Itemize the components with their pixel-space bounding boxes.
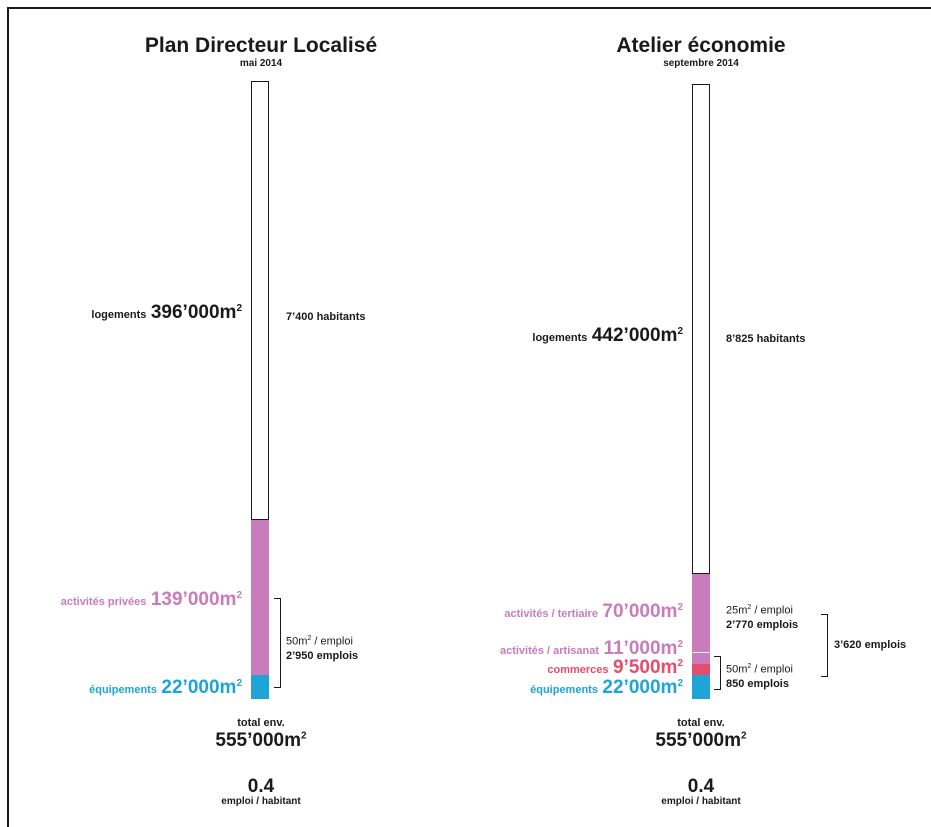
chart-2-total-emplois-text: 3’620 emplois xyxy=(834,639,907,651)
unit-superscript: 2 xyxy=(236,302,242,314)
chart-2-total-bracket xyxy=(821,614,828,677)
chart-2-tertiaire-value: 70’000m xyxy=(602,601,678,622)
chart-1-habitants: 7’400 habitants xyxy=(286,310,365,324)
chart-2-other-note: 50m2 / emploi 850 emplois xyxy=(726,660,793,691)
chart-2-subtitle: septembre 2014 xyxy=(663,58,739,69)
chart-2-total-emplois: 3’620 emplois xyxy=(834,638,906,652)
chart-1-emploi-ratio: 0.4 emploi / habitant xyxy=(161,776,361,807)
unit-superscript: 2 xyxy=(677,657,683,669)
chart-2-emploi-ratio: 0.4 emploi / habitant xyxy=(601,776,801,807)
chart-2-equipements-name: équipements xyxy=(530,684,598,696)
chart-2-total-value: 555’000m xyxy=(655,730,741,751)
chart-1-label-logements: logements 396’000m2 xyxy=(91,302,242,324)
chart-2-total: total env. 555’000m2 xyxy=(601,717,801,752)
unit-superscript: 2 xyxy=(236,677,242,689)
chart-1-subtitle: mai 2014 xyxy=(239,58,283,69)
chart-1-total-caption: total env. xyxy=(237,717,285,729)
chart-1-equipements-name: équipements xyxy=(89,684,157,696)
chart-2-label-commerces: commerces 9’500m2 xyxy=(547,657,683,679)
unit-superscript: 2 xyxy=(677,638,683,650)
chart-2-segment-4 xyxy=(692,674,710,699)
chart-2-commerces-value: 9’500m xyxy=(612,657,678,678)
chart-2-other-bracket xyxy=(714,656,721,690)
chart-1-label-equipements: équipements 22’000m2 xyxy=(89,677,242,699)
chart-2-ratio-caption: emploi / habitant xyxy=(661,796,741,807)
unit-superscript: 2 xyxy=(747,663,752,670)
chart-2-label-artisanat: activités / artisanat 11’000m2 xyxy=(500,638,683,660)
chart-2-tertiaire-ratio: 25m xyxy=(726,604,748,617)
chart-2-logements-value: 442’000m xyxy=(591,325,678,346)
chart-1-emplois-note: 50m2 / emploi 2’950 emplois xyxy=(286,632,358,663)
chart-1-ratio-caption: emploi / habitant xyxy=(221,796,301,807)
chart-1-emplois: 2’950 emplois xyxy=(286,649,359,662)
chart-1-ratio-unit: / emploi xyxy=(311,635,353,648)
unit-superscript: 2 xyxy=(747,604,752,611)
chart-1-segment-1 xyxy=(251,520,269,675)
unit-superscript: 2 xyxy=(677,677,683,689)
chart-1-total-value: 555’000m xyxy=(215,730,301,751)
chart-2-ratio-number: 0.4 xyxy=(687,776,715,797)
chart-2-tertiaire-note: 25m2 / emploi 2’770 emplois xyxy=(726,601,798,632)
chart-1-ratio-number: 0.4 xyxy=(247,776,275,797)
chart-2-habitants-text: 8’825 habitants xyxy=(726,333,806,345)
unit-superscript: 2 xyxy=(677,325,683,337)
chart-1-logements-value: 396’000m xyxy=(150,302,237,323)
chart-2-equipements-value: 22’000m xyxy=(602,677,678,698)
chart-2-segment-3 xyxy=(692,664,710,675)
unit-superscript: 2 xyxy=(741,730,747,742)
chart-2-tertiaire-unit: / emploi xyxy=(751,604,793,617)
chart-2-label-equipements: équipements 22’000m2 xyxy=(530,677,683,699)
chart-1-habitants-text: 7’400 habitants xyxy=(286,311,366,323)
chart-1-activites-value: 139’000m xyxy=(150,589,237,610)
figure-frame xyxy=(7,7,931,827)
chart-2-commerces-name: commerces xyxy=(547,664,609,676)
unit-superscript: 2 xyxy=(307,635,312,642)
chart-2-segment-1 xyxy=(692,574,710,652)
chart-1-equipements-value: 22’000m xyxy=(161,677,237,698)
unit-superscript: 2 xyxy=(677,601,683,613)
chart-1-logements-name: logements xyxy=(91,309,147,321)
chart-2-tertiaire-emplois: 2’770 emplois xyxy=(726,618,799,631)
chart-1-segment-0 xyxy=(251,80,269,521)
chart-2-logements-name: logements xyxy=(532,332,588,344)
chart-2-total-caption: total env. xyxy=(677,717,725,729)
chart-1-label-activites: activités privées 139’000m2 xyxy=(61,589,242,611)
chart-2-label-tertiaire: activités / tertiaire 70’000m2 xyxy=(504,601,683,623)
unit-superscript: 2 xyxy=(236,589,242,601)
chart-1-activites-name: activités privées xyxy=(60,596,147,608)
chart-1-ratio: 50m xyxy=(286,635,308,648)
chart-2-artisanat-value: 11’000m xyxy=(603,638,678,659)
chart-1-emplois-bracket xyxy=(274,598,281,688)
chart-2-other-unit: / emploi xyxy=(751,663,793,676)
chart-2-tertiaire-name: activités / tertiaire xyxy=(504,608,598,620)
chart-2-other-emplois: 850 emplois xyxy=(726,677,789,690)
chart-1-segment-2 xyxy=(251,674,269,699)
chart-2-artisanat-name: activités / artisanat xyxy=(499,645,600,657)
chart-2-segment-2 xyxy=(692,651,710,664)
chart-2-label-logements: logements 442’000m2 xyxy=(532,325,683,347)
chart-1-total: total env. 555’000m2 xyxy=(161,717,361,752)
chart-2-other-ratio: 50m xyxy=(726,663,748,676)
chart-1-title: Plan Directeur Localisé xyxy=(144,34,378,57)
chart-2-habitants: 8’825 habitants xyxy=(726,332,805,346)
unit-superscript: 2 xyxy=(301,730,307,742)
chart-2-segment-0 xyxy=(692,83,710,575)
chart-2-title: Atelier économie xyxy=(616,34,786,57)
